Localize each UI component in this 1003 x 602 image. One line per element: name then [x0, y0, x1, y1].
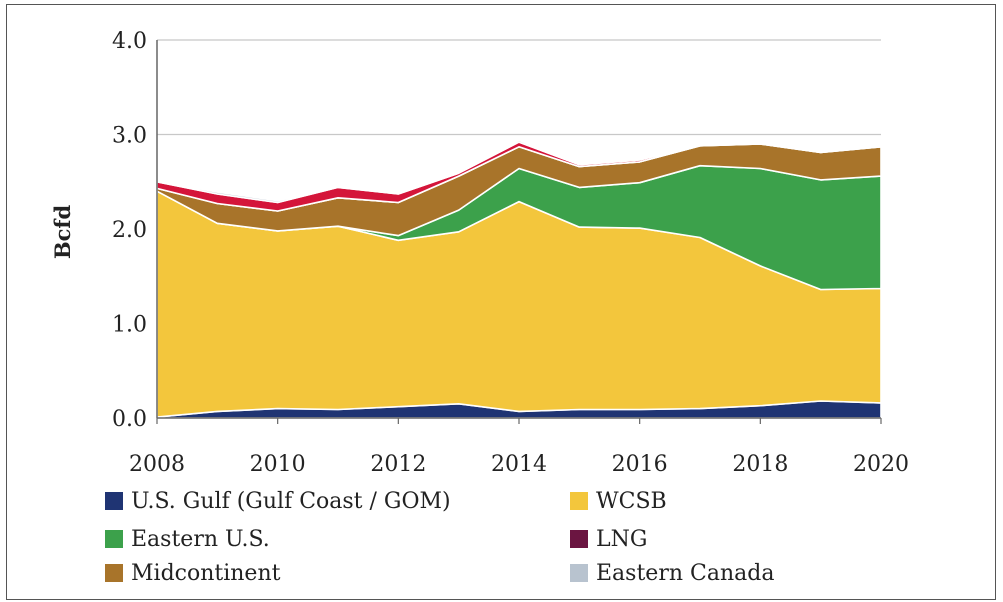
- legend-label: WCSB: [596, 489, 667, 514]
- x-tick-label: 2008: [129, 452, 185, 477]
- legend-label: LNG: [596, 527, 647, 552]
- legend-swatch: [105, 530, 123, 548]
- legend-label: Eastern Canada: [596, 561, 774, 586]
- legend-label: U.S. Gulf (Gulf Coast / GOM): [131, 489, 451, 514]
- series-area-7: [156, 139, 882, 204]
- axes: [156, 40, 882, 424]
- x-tick-label: 2018: [732, 452, 788, 477]
- legend-swatch: [570, 564, 588, 582]
- y-tick-label: 0.0: [112, 407, 147, 432]
- y-axis-label: Bcfd: [50, 205, 75, 260]
- legend-swatch: [105, 564, 123, 582]
- legend-swatch: [570, 530, 588, 548]
- legend-swatch: [570, 492, 588, 510]
- y-tick-label: 3.0: [112, 124, 147, 149]
- legend-label: Midcontinent: [131, 561, 281, 586]
- tick-labels: 0.0 1.0 2.0 3.0 4.0 2008 2010 2012 2014 2016 2018 2…: [112, 29, 909, 477]
- legend: U.S. Gulf (Gulf Coast / GOM) WCSB Eastern …: [105, 489, 774, 586]
- x-tick-label: 2016: [612, 452, 668, 477]
- y-tick-label: 2.0: [112, 218, 147, 243]
- x-tick-label: 2012: [370, 452, 426, 477]
- x-tick-label: 2020: [853, 452, 909, 477]
- legend-label: Eastern U.S.: [131, 527, 270, 552]
- area-series: [156, 139, 882, 419]
- legend-swatch: [105, 492, 123, 510]
- x-tick-label: 2010: [250, 452, 306, 477]
- x-tick-label: 2014: [491, 452, 547, 477]
- y-tick-label: 4.0: [112, 29, 147, 54]
- y-tick-label: 1.0: [112, 313, 147, 338]
